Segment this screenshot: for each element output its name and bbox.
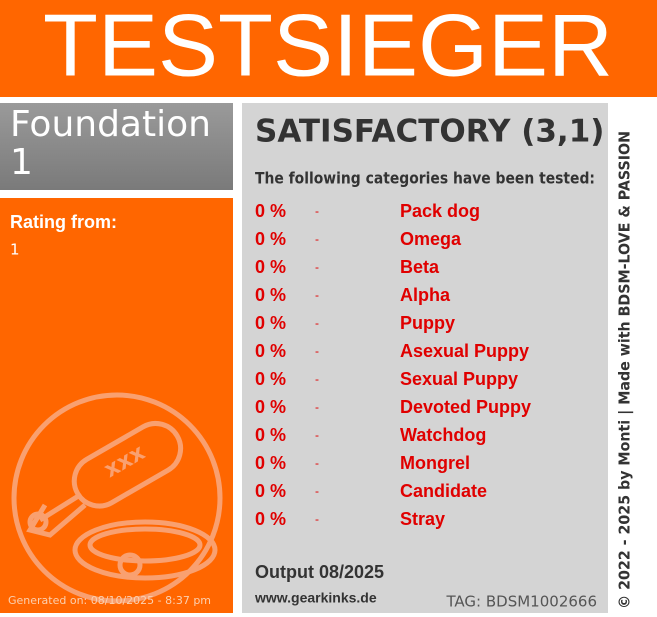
row-percent: 0 % — [255, 397, 286, 417]
row-name: Stray — [400, 509, 445, 529]
row-separator: - — [315, 400, 319, 414]
row-percent: 0 % — [255, 313, 286, 333]
row-separator: - — [315, 204, 319, 218]
row-percent: 0 % — [255, 509, 286, 529]
intro: The following categories have been teste… — [255, 169, 595, 188]
rating-label: Rating from: — [10, 212, 117, 232]
row-separator: - — [315, 288, 319, 302]
row-percent: 0 % — [255, 341, 286, 361]
row-name: Alpha — [400, 285, 451, 305]
row-percent: 0 % — [255, 481, 286, 501]
row-percent: 0 % — [255, 369, 286, 389]
row-separator: - — [315, 428, 319, 442]
row-separator: - — [315, 372, 319, 386]
row-separator: - — [315, 260, 319, 274]
row-name: Asexual Puppy — [400, 341, 529, 361]
credit: © 2022 - 2025 by Monti | Made with BDSM-… — [616, 131, 635, 609]
row-separator: - — [315, 484, 319, 498]
row-percent: 0 % — [255, 257, 286, 277]
tag: TAG: BDSM1002666 — [445, 593, 597, 611]
row-percent: 0 % — [255, 425, 286, 445]
category-list: 0 % - Pack dog 0 % - Omega 0 % - Beta 0 % - Alpha 0 … — [255, 201, 531, 529]
product-box — [0, 103, 233, 190]
row-separator: - — [315, 512, 319, 526]
row-name: Devoted Puppy — [400, 397, 531, 417]
product-name: Foundation 1 — [10, 104, 222, 183]
row-name: Beta — [400, 257, 440, 277]
row-name: Candidate — [400, 481, 487, 501]
row-name: Pack dog — [400, 201, 480, 221]
row-percent: 0 % — [255, 453, 286, 473]
rating-box — [0, 198, 233, 613]
row-percent: 0 % — [255, 201, 286, 221]
row-separator: - — [315, 456, 319, 470]
row-name: Puppy — [400, 313, 455, 333]
row-percent: 0 % — [255, 285, 286, 305]
row-separator: - — [315, 316, 319, 330]
row-separator: - — [315, 232, 319, 246]
row-percent: 0 % — [255, 229, 286, 249]
credit-strip — [608, 97, 657, 613]
banner-title: TESTSIEGER — [43, 0, 613, 94]
generated: Generated on: 08/10/2025 - 8:37 pm — [8, 594, 211, 607]
row-name: Omega — [400, 229, 462, 249]
row-name: Sexual Puppy — [400, 369, 518, 389]
row-separator: - — [315, 344, 319, 358]
website: www.gearkinks.de — [254, 590, 377, 606]
row-name: Watchdog — [400, 425, 486, 445]
row-name: Mongrel — [400, 453, 470, 473]
banner — [0, 0, 657, 97]
result-panel — [242, 103, 608, 613]
output: Output 08/2025 — [255, 562, 384, 582]
verdict: SATISFACTORY (3,1) — [255, 114, 604, 150]
rating-value: 1 — [10, 241, 20, 259]
